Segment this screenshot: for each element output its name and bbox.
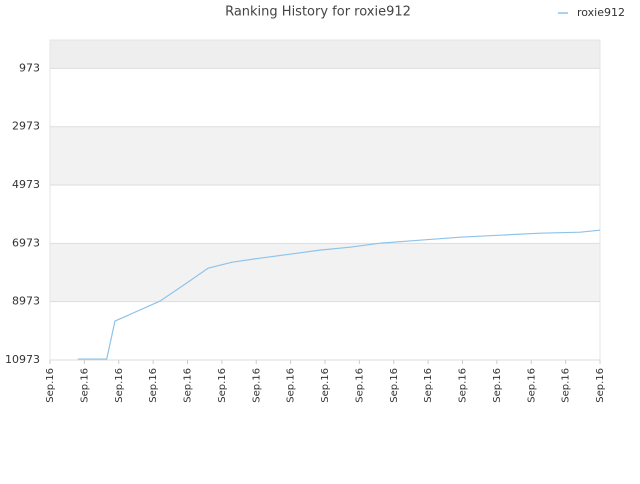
band [50,40,600,69]
x-tick-label: Sep.16 [251,368,262,403]
x-tick-label: Sep.16 [79,368,90,403]
band [50,126,600,186]
y-tick-label: 2973 [12,120,40,133]
x-tick-label: Sep.16 [458,368,469,403]
x-tick-label: Sep.16 [526,368,537,403]
y-tick-label: 4973 [12,178,40,191]
y-tick-label: 973 [19,61,40,74]
x-tick-label: Sep.16 [389,368,400,403]
x-tick-label: Sep.16 [183,368,194,403]
y-tick-label: 8973 [12,295,40,308]
x-tick-label: Sep.16 [217,368,228,403]
x-tick-label: Sep.16 [595,368,606,403]
band [50,243,600,302]
band [50,301,600,360]
x-tick-label: Sep.16 [286,368,297,403]
x-tick-label: Sep.16 [561,368,572,403]
y-tick-label: 6973 [12,236,40,249]
x-tick-label: Sep.16 [45,368,56,403]
chart-title: Ranking History for roxie912 [225,5,411,20]
legend-label: roxie912 [577,6,625,19]
y-tick-label: 10973 [5,353,40,366]
x-tick-label: Sep.16 [423,368,434,403]
x-tick-label: Sep.16 [114,368,125,403]
x-tick-label: Sep.16 [320,368,331,403]
band [50,185,600,244]
x-tick-label: Sep.16 [148,368,159,403]
x-tick-label: Sep.16 [354,368,365,403]
band [50,68,600,127]
line [77,229,601,360]
x-tick-label: Sep.16 [492,368,503,403]
